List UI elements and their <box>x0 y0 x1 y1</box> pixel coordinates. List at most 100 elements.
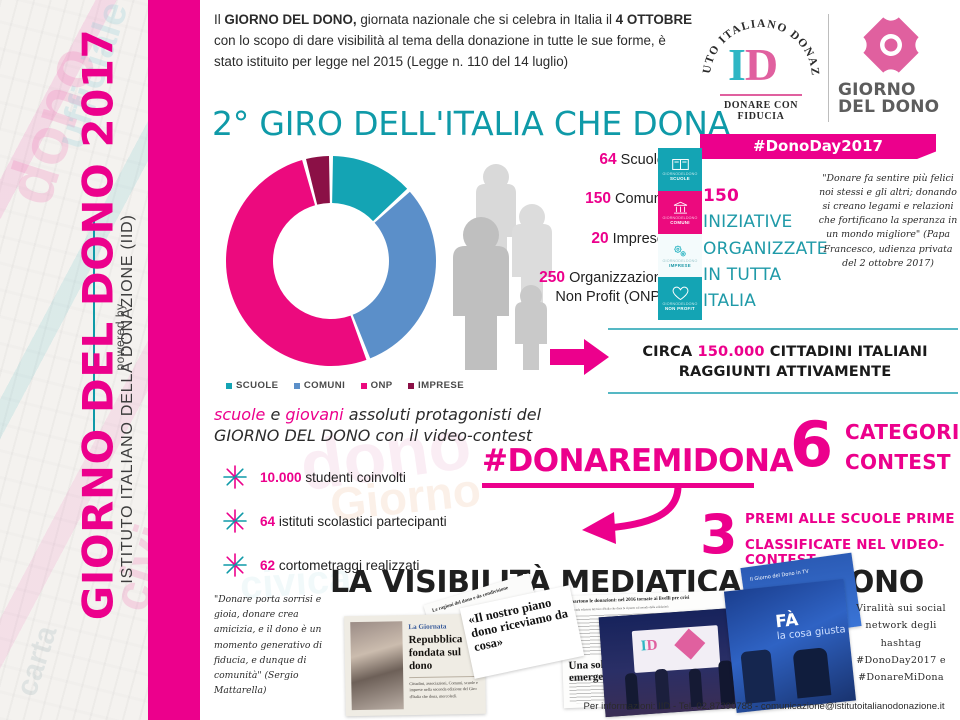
iniziative-line2: ORGANIZZATE <box>703 238 828 259</box>
teal-rule-bottom <box>608 392 958 394</box>
iniziative-number: 150 <box>703 186 740 206</box>
circa-number: 150.000 <box>697 343 765 360</box>
banner-divider <box>93 218 95 434</box>
iid-logo: ISTITUTO ITALIANO DONAZIONE ID DONARE CO… <box>700 8 822 126</box>
viralita-text: Viralità sui social network degli hashta… <box>856 603 946 684</box>
circa-post: CITTADINI ITALIANI <box>764 343 928 360</box>
donut-chart-svg <box>226 156 436 366</box>
donut-slice-imprese <box>305 156 330 205</box>
clip-f-caption: Il Giorno del Dono in TV <box>749 568 810 583</box>
legend-item-imprese: IMPRESE <box>408 380 464 391</box>
arrow-right-icon <box>550 339 609 375</box>
scuole-line2: GIORNO DEL DONO con il video-contest <box>214 425 533 445</box>
intro-part3: con lo scopo di dare visibilità al tema … <box>214 32 666 69</box>
stat-imprese-number: 20 <box>591 229 609 247</box>
hashtag-underline <box>482 483 754 488</box>
legend-item-scuole: SCUOLE <box>226 380 278 391</box>
hashtag-donaremidona: #DONAREMIDONA <box>482 443 793 479</box>
legend-label: SCUOLE <box>236 380 279 391</box>
premi-label-1: PREMI ALLE SCUOLE PRIME <box>745 512 955 527</box>
badge-comuni-line2: COMUNI <box>670 219 690 225</box>
badge-imprese-line1: GIORNODELDONO <box>662 258 698 263</box>
book-icon <box>671 159 689 170</box>
iid-letter-d: D <box>744 39 778 90</box>
list-item-text: 10.000 studenti coinvolti <box>260 470 406 485</box>
circa-block: CIRCA 150.000 CITTADINI ITALIANI RAGGIUN… <box>620 342 950 381</box>
bullet-0-text: studenti coinvolti <box>301 469 406 485</box>
list-item: 10.000 studenti coinvolti <box>222 455 522 499</box>
diamond-flower-icon <box>860 14 922 76</box>
legend-label: COMUNI <box>303 380 346 391</box>
iid-tagline: DONARE CON FIDUCIA <box>723 100 799 122</box>
press-clipping-fa-la-cosa-giusta: FÀ la cosa giusta <box>723 579 857 713</box>
legend-item-onp: ONP <box>360 380 393 391</box>
star-bullet-icon <box>223 509 247 533</box>
hashtag-ribbon: #DonoDay2017 <box>700 134 936 159</box>
scuole-rest: assoluti protagonisti del <box>343 405 542 424</box>
intro-bold1: GIORNO DEL DONO, <box>224 12 357 27</box>
iid-rule <box>720 94 802 96</box>
badge-scuole-line2: SCUOLE <box>669 176 691 181</box>
intro-paragraph: Il GIORNO DEL DONO, giornata nazionale c… <box>214 10 694 72</box>
badge-nonprofit-line1: GIORNODELDONO <box>662 302 698 306</box>
circa-line2: RAGGIUNTI ATTIVAMENTE <box>678 362 892 380</box>
scuole-hl2: giovani <box>285 405 344 424</box>
bullet-list: 10.000 studenti coinvolti 64 istituti sc… <box>222 455 522 587</box>
iid-letter-i: I <box>728 39 746 90</box>
iniziative-block: 150 INIZIATIVE ORGANIZZATE IN TUTTA ITAL… <box>703 183 828 315</box>
categories-label-2: CONTEST <box>845 450 951 474</box>
iid-monogram: ID <box>728 38 778 91</box>
logo-divider <box>828 14 829 122</box>
donut-slice-scuole <box>332 156 408 222</box>
legend-swatch <box>226 382 232 389</box>
list-item-text: 64 istituti scolastici partecipanti <box>260 514 447 529</box>
clip-e-figure-1 <box>740 649 776 704</box>
bullet-2-number: 62 <box>260 557 276 573</box>
iniziative-line1: 150 INIZIATIVE <box>703 183 823 236</box>
badge-comuni-line1: GIORNODELDONO <box>662 215 698 220</box>
heart-icon <box>672 286 688 301</box>
gdd-line1: GIORNO <box>838 80 916 100</box>
categories-count: 6 <box>790 408 834 481</box>
badge-comuni: GIORNODELDONO COMUNI <box>658 191 702 234</box>
bullet-1-text: istituti scolastici partecipanti <box>275 513 447 529</box>
iniziative-word: INIZIATIVE <box>703 212 793 233</box>
intro-bold2: 4 OTTOBRE <box>615 12 693 27</box>
teal-rule-top <box>608 328 958 330</box>
intro-part2: giornata nazionale che si celebra in Ita… <box>356 12 616 27</box>
bullet-2-text: cortometraggi realizzati <box>275 557 420 573</box>
stat-onp-label2: Non Profit (ONP) <box>555 288 665 305</box>
gdd-wordmark: GIORNO DEL DONO <box>838 80 950 117</box>
stat-scuole-label: Scuole <box>620 152 665 168</box>
stat-comuni-label: Comuni <box>615 191 665 208</box>
stat-imprese: 20 Imprese <box>490 229 665 248</box>
stat-imprese-label: Imprese <box>612 230 665 247</box>
people-silhouettes-icon <box>453 164 552 370</box>
gears-icon <box>674 245 686 256</box>
bank-icon <box>673 201 687 214</box>
bullet-1-number: 64 <box>260 513 276 529</box>
stat-onp: 250 Organizzazioni Non Profit (ONP) <box>490 268 665 306</box>
left-banner: dono ufficiale civica carta GIORNO DEL D… <box>0 0 148 720</box>
iniziative-line3: IN TUTTA ITALIA <box>703 265 782 312</box>
stat-onp-number: 250 <box>539 269 566 287</box>
legend-swatch <box>408 382 415 389</box>
badge-scuole-line1: GIORNODELDONO <box>662 172 698 176</box>
bullet-0-number: 10.000 <box>260 469 302 485</box>
stat-comuni-number: 150 <box>585 190 611 208</box>
stat-scuole-number: 64 <box>599 151 617 168</box>
legend-swatch <box>293 382 300 389</box>
scuole-giovani-line: scuole e giovani assoluti protagonisti d… <box>214 405 544 447</box>
clip-a-kicker: La Giornata <box>408 622 447 632</box>
clip-g-screen-logo: ID <box>640 637 658 655</box>
star-bullet-icon <box>223 553 247 577</box>
list-item: 62 cortometraggi realizzati <box>222 543 522 587</box>
scuole-mid: e <box>265 405 286 424</box>
premi-count: 3 <box>700 503 738 566</box>
badge-nonprofit: GIORNODELDONO NON PROFIT <box>658 277 702 320</box>
clip-a-body: Cittadini, associazioni, Comuni, scuole … <box>409 675 482 700</box>
intro-part1: Il <box>214 12 225 27</box>
clip-g-letter-d: D <box>646 637 659 655</box>
stat-scuole: 64 Scuole <box>490 150 665 169</box>
